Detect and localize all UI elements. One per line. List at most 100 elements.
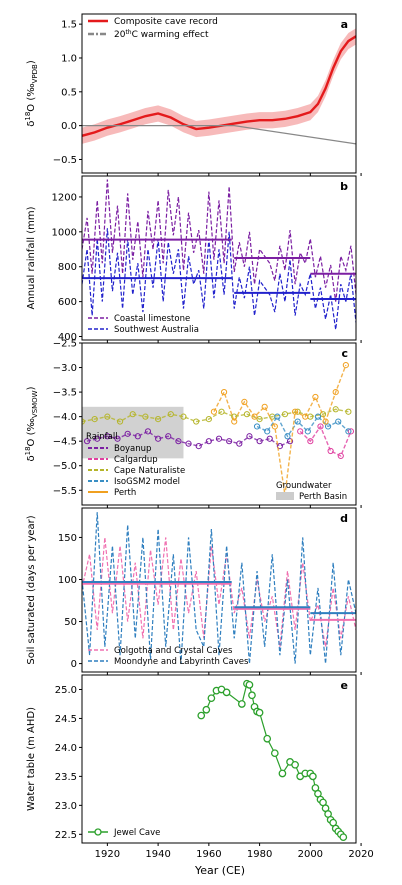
data-point: [335, 418, 342, 425]
data-point: [104, 413, 111, 420]
plot-area: [197, 679, 348, 842]
data-point: [197, 711, 206, 720]
y-axis-label: δ18O (‰VSMOW): [24, 386, 39, 461]
series-coastal-limestone: [82, 179, 356, 302]
data-point: [317, 423, 324, 430]
series-moondyne-and-labyrinth-caves: [82, 512, 356, 664]
data-point: [231, 418, 238, 425]
legend-marker: [94, 828, 102, 836]
data-point: [270, 749, 279, 758]
y-tick-label: 25.0: [55, 685, 77, 696]
legend-label: Calgardup: [114, 455, 158, 465]
plot-area: [82, 361, 355, 499]
data-point: [253, 423, 261, 430]
data-point: [202, 705, 211, 714]
data-point: [241, 398, 248, 406]
series-line: [82, 125, 356, 145]
data-point: [327, 447, 334, 455]
x-tick-label: 1980: [247, 849, 272, 860]
series-line: [256, 415, 349, 438]
panel-e: 22.5 23.0 23.5 24.0 24.5 25.0 1920 1940 1960 1980…: [26, 674, 374, 860]
legend-title: Rainfall: [86, 432, 118, 442]
panel-letter: c: [341, 347, 348, 360]
legend-label: Golgotha and Crystal Caves: [114, 646, 233, 656]
y-tick-label: −4.5: [53, 437, 77, 448]
panel-letter: e: [341, 679, 348, 692]
data-point: [248, 691, 256, 700]
panel-c: −5.5 −5.0 −4.5 −4.0 −3.5 −3.0 −2.5 c δ18O (‰VSMO…: [24, 339, 362, 508]
data-point: [332, 388, 339, 396]
legend-label: Composite cave record: [114, 17, 218, 27]
y-tick-label: 400: [58, 332, 77, 343]
data-point: [324, 423, 332, 430]
panel-frame: [81, 13, 357, 174]
data-point: [286, 438, 294, 445]
y-tick-label: −0.5: [53, 155, 77, 166]
legend-label: 20thC warming effect: [114, 29, 209, 40]
data-point: [264, 428, 271, 435]
y-tick-label: 22.5: [55, 830, 77, 841]
series-line: [86, 430, 291, 447]
y-axis-label: Water table (m AHD): [26, 707, 37, 811]
series-line: [82, 512, 356, 664]
legend-swatch: [276, 492, 294, 500]
legend-label: Boyanup: [114, 444, 151, 454]
legend-e: Jewel Cave: [88, 828, 160, 838]
data-point: [116, 418, 124, 425]
panel-d: 0 50 100 150 d Soil saturated (days per year)…: [26, 507, 362, 675]
plot-area: [82, 28, 356, 145]
data-point: [220, 388, 228, 396]
y-tick-label: −2.5: [53, 339, 77, 350]
y-tick-label: 23.5: [55, 772, 77, 783]
series-line: [82, 537, 356, 647]
panel-frame: [81, 674, 357, 844]
y-tick-label: 600: [58, 297, 77, 308]
groundwater-band: [82, 406, 184, 459]
data-point: [207, 694, 216, 703]
data-point: [302, 413, 309, 420]
data-point: [263, 734, 272, 743]
plot-area: [82, 179, 356, 330]
x-axis-label: Year (CE): [194, 864, 245, 877]
panels: −0.5 0.0 0.5 1.0 1.5 a δ18O (‰VPDB) Composite c…: [24, 13, 374, 860]
panel-letter: d: [340, 512, 348, 525]
data-point: [222, 688, 231, 697]
series-line: [82, 408, 349, 423]
legend-label: Jewel Cave: [113, 828, 160, 838]
y-tick-label: −5.5: [53, 486, 77, 497]
data-point: [245, 680, 254, 689]
data-point: [218, 408, 225, 415]
y-tick-label: 24.0: [55, 743, 77, 754]
data-point: [251, 413, 258, 420]
series-20thc-warming-effect: [82, 125, 356, 145]
data-point: [237, 700, 246, 708]
data-point: [309, 772, 317, 781]
data-point: [155, 415, 162, 423]
data-point: [304, 428, 311, 435]
data-point: [342, 361, 349, 369]
legend-label: Southwest Australia: [114, 325, 199, 335]
y-tick-label: 800: [58, 262, 77, 273]
data-point: [205, 415, 212, 423]
legend-label: Coastal limestone: [114, 314, 190, 324]
series-line: [82, 35, 356, 137]
data-point: [210, 408, 218, 415]
data-point: [337, 452, 344, 460]
y-tick-label: 50: [64, 617, 77, 628]
data-point: [339, 833, 348, 842]
y-tick-label: −3.5: [53, 388, 77, 399]
series-composite-cave-record: [82, 28, 356, 144]
data-point: [274, 413, 281, 420]
y-tick-label: −3.0: [53, 363, 77, 374]
y-tick-label: 1.0: [61, 53, 77, 64]
legend-label: Perth Basin: [299, 492, 347, 502]
panel-letter: a: [341, 18, 348, 31]
y-tick-label: 0.0: [61, 121, 77, 132]
data-point: [314, 413, 322, 420]
series-jewel-cave: [197, 679, 348, 842]
y-axis-label: δ18O (‰VPDB): [24, 60, 39, 127]
data-point: [307, 438, 314, 445]
